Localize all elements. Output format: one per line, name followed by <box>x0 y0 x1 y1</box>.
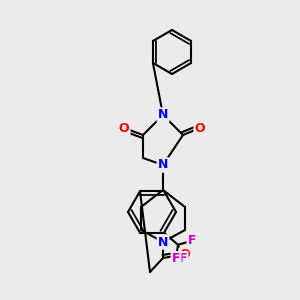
Text: F: F <box>188 234 196 247</box>
Text: F: F <box>172 252 180 265</box>
Text: N: N <box>158 236 168 248</box>
Text: O: O <box>119 122 129 134</box>
Text: O: O <box>195 122 205 134</box>
Text: F: F <box>179 252 187 265</box>
Text: N: N <box>158 109 168 122</box>
Text: O: O <box>180 248 190 262</box>
Text: N: N <box>158 158 168 172</box>
